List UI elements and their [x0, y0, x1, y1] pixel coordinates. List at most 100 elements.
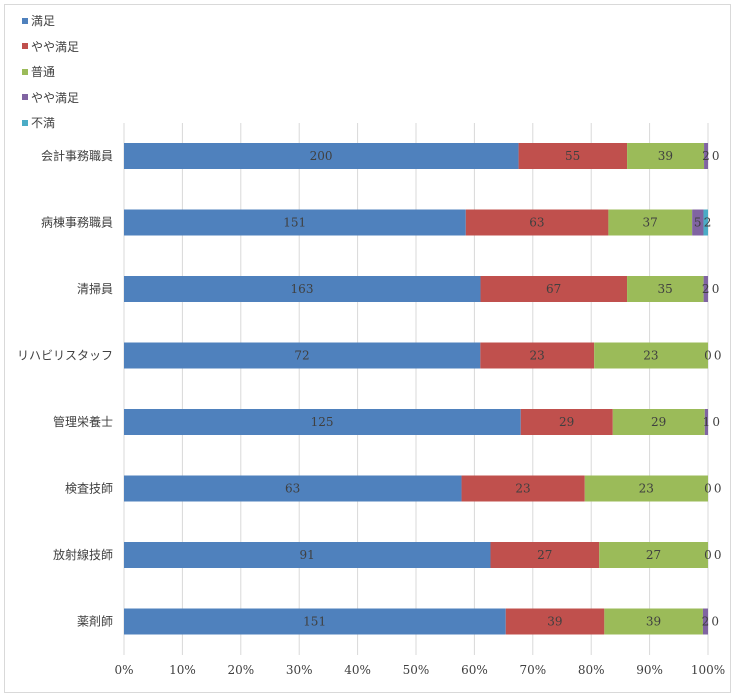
legend-item: 普通	[22, 63, 55, 80]
legend-item: やや満足	[22, 38, 79, 55]
data-label: 0	[714, 482, 722, 496]
legend-label: やや満足	[31, 90, 80, 105]
data-label: 23	[515, 482, 530, 496]
bar-segment	[692, 209, 704, 236]
data-label: 27	[537, 548, 552, 562]
x-tick-label: 70%	[519, 663, 546, 677]
data-label: 91	[299, 548, 314, 562]
data-label: 151	[303, 615, 326, 629]
data-label: 0	[712, 282, 720, 296]
data-label: 125	[311, 415, 334, 429]
data-label: 1	[703, 415, 711, 429]
category-label: 管理栄養士	[53, 414, 113, 429]
legend-label: 満足	[31, 14, 56, 28]
bar-segment	[704, 143, 708, 169]
x-tick-label: 80%	[578, 663, 605, 677]
legend-label: 普通	[31, 65, 56, 79]
bar-segment	[480, 342, 595, 369]
x-tick-label: 40%	[344, 663, 371, 677]
legend-label: 不満	[31, 116, 56, 130]
x-tick-label: 50%	[403, 663, 430, 677]
data-label: 29	[651, 415, 666, 429]
category-label: 放射線技師	[53, 547, 113, 562]
bar-segment	[612, 409, 705, 435]
legend-swatch	[22, 17, 28, 24]
data-label: 2	[702, 282, 710, 296]
bar-segment	[703, 276, 708, 302]
data-label: 2	[702, 149, 710, 163]
x-tick-label: 30%	[286, 663, 313, 677]
bar-segment	[461, 475, 585, 502]
bar-segment	[490, 542, 600, 568]
data-label: 29	[559, 415, 574, 429]
data-label: 27	[646, 548, 661, 562]
data-label: 23	[639, 482, 654, 496]
bar-segment	[124, 143, 519, 169]
category-label: 清掃員	[77, 281, 113, 296]
bar-segment	[520, 409, 613, 435]
bar-segment	[604, 608, 703, 635]
data-label: 0	[704, 349, 712, 363]
bar-segment	[124, 608, 506, 635]
x-tick-label: 60%	[461, 663, 488, 677]
bar-segment	[480, 276, 628, 302]
data-label: 63	[285, 482, 300, 496]
data-label: 0	[704, 482, 712, 496]
data-label: 5	[694, 216, 702, 230]
data-label: 72	[294, 349, 309, 363]
legend-label: やや満足	[31, 39, 80, 54]
data-label: 151	[283, 216, 306, 230]
data-label: 0	[704, 548, 712, 562]
legend-swatch	[22, 119, 28, 126]
data-label: 35	[658, 282, 673, 296]
bar-segment	[584, 475, 708, 502]
bar-segment	[627, 143, 705, 169]
data-label: 0	[714, 349, 722, 363]
data-label: 2	[702, 615, 710, 629]
bar-segment	[505, 608, 605, 635]
bar-segment	[124, 475, 462, 502]
category-label: 検査技師	[65, 482, 113, 496]
x-tick-label: 20%	[227, 663, 254, 677]
data-label: 2	[704, 216, 712, 230]
bar-segment	[702, 608, 708, 635]
data-label: 23	[529, 349, 544, 363]
legend-swatch	[22, 94, 28, 100]
data-label: 39	[547, 615, 562, 629]
bar-segment	[124, 409, 521, 435]
data-label: 0	[712, 149, 720, 163]
bar-segment	[599, 542, 708, 568]
bar-segment	[608, 209, 693, 236]
chart-border	[4, 4, 731, 693]
legend-swatch	[22, 43, 28, 49]
legend-item: 不満	[22, 114, 55, 131]
category-label: 薬剤師	[77, 614, 113, 629]
data-label: 55	[565, 149, 580, 163]
x-tick-label: 0%	[114, 663, 133, 677]
data-label: 200	[310, 149, 333, 163]
legend-item: やや満足	[22, 89, 79, 106]
legend-item: 満足	[22, 12, 55, 29]
data-label: 0	[712, 415, 720, 429]
category-label: 病棟事務職員	[41, 215, 113, 230]
x-tick-label: 100%	[691, 663, 725, 677]
bar-segment	[124, 276, 481, 302]
x-tick-label: 10%	[169, 663, 196, 677]
bar-segment	[518, 143, 628, 169]
data-label: 39	[646, 615, 661, 629]
data-label: 23	[643, 349, 658, 363]
category-label: リハビリスタッフ	[17, 349, 113, 363]
data-label: 37	[642, 216, 657, 230]
bar-segment	[704, 409, 708, 435]
data-label: 0	[711, 615, 719, 629]
bar-segment	[124, 209, 466, 236]
data-label: 63	[529, 216, 544, 230]
data-label: 163	[291, 282, 314, 296]
bar-segment	[703, 209, 708, 236]
bar-segment	[124, 542, 491, 568]
legend-swatch	[22, 68, 28, 75]
bar-segment	[124, 342, 481, 369]
data-label: 0	[714, 548, 722, 562]
